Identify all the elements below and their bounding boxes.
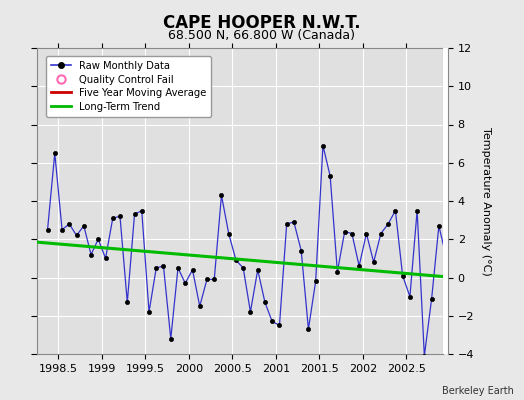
Text: Berkeley Earth: Berkeley Earth (442, 386, 514, 396)
Y-axis label: Temperature Anomaly (°C): Temperature Anomaly (°C) (481, 127, 491, 275)
Raw Monthly Data (356, 264, 362, 268)
Raw Monthly Data (52, 151, 58, 156)
Raw Monthly Data (291, 220, 297, 224)
Raw Monthly Data (443, 254, 449, 259)
Line: Raw Monthly Data: Raw Monthly Data (46, 144, 448, 358)
Text: 68.500 N, 66.800 W (Canada): 68.500 N, 66.800 W (Canada) (169, 29, 355, 42)
Legend: Raw Monthly Data, Quality Control Fail, Five Year Moving Average, Long-Term Tren: Raw Monthly Data, Quality Control Fail, … (46, 56, 211, 116)
Raw Monthly Data (269, 319, 275, 324)
Raw Monthly Data (189, 268, 195, 272)
Raw Monthly Data (320, 143, 326, 148)
Raw Monthly Data (45, 227, 51, 232)
Raw Monthly Data (305, 327, 312, 332)
Text: CAPE HOOPER N.W.T.: CAPE HOOPER N.W.T. (163, 14, 361, 32)
Raw Monthly Data (421, 354, 428, 358)
